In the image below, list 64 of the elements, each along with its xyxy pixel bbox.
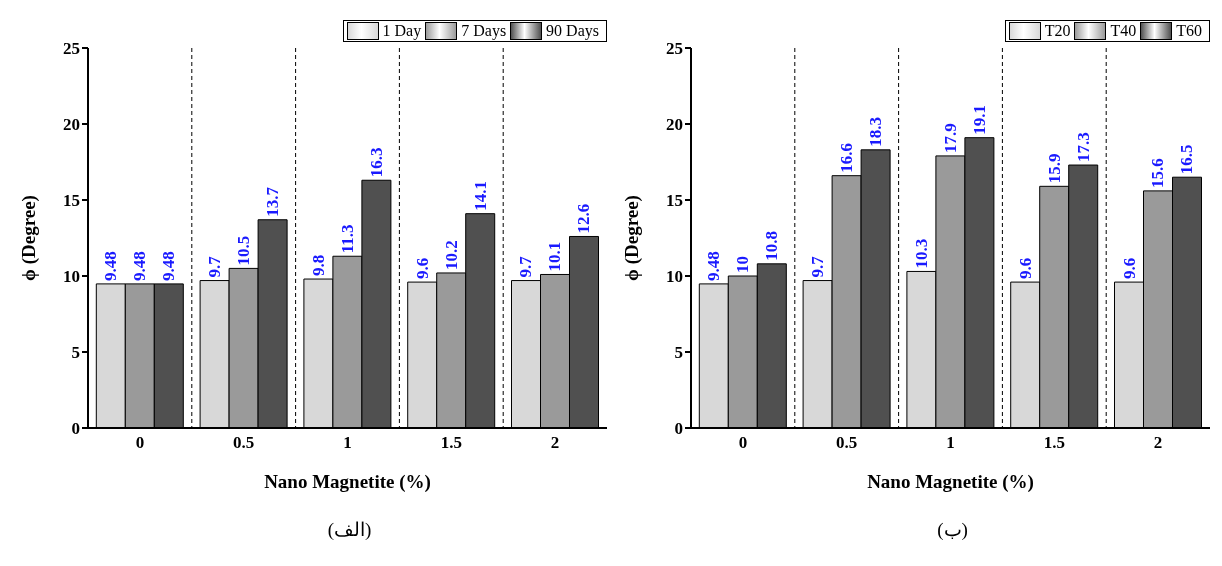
data-label: 9.7 — [516, 255, 536, 278]
data-label: 9.6 — [1119, 257, 1139, 280]
x-tick-label: 2 — [1153, 433, 1163, 453]
data-label: 14.1 — [470, 180, 490, 211]
x-axis-title: Nano Magnetite (%) — [867, 471, 1034, 493]
y-tick-label: 10 — [666, 267, 683, 287]
data-label: 17.3 — [1073, 132, 1093, 163]
y-tick-label: 25 — [666, 39, 683, 59]
y-tick-label: 0 — [71, 419, 80, 439]
data-label: 10.8 — [762, 231, 782, 261]
legend-label: T20 — [1044, 22, 1071, 40]
data-label: 18.3 — [866, 117, 886, 147]
data-label: 9.7 — [808, 255, 828, 278]
y-tick-label: 0 — [674, 419, 683, 439]
data-label: 10 — [733, 256, 753, 273]
y-tick-label: 15 — [63, 191, 80, 211]
y-axis-title: ϕ (Degree) — [620, 195, 643, 281]
data-label: 16.6 — [837, 142, 857, 173]
x-tick-label: 0.5 — [836, 433, 858, 453]
y-tick-label: 20 — [666, 115, 683, 135]
data-label: 9.7 — [205, 255, 225, 278]
y-tick-label: 15 — [666, 191, 683, 211]
data-label: 9.8 — [308, 254, 328, 277]
data-label: 15.9 — [1044, 153, 1064, 184]
y-tick-label: 5 — [71, 343, 80, 363]
text: (ب) — [936, 518, 969, 541]
data-label: 9.6 — [1015, 257, 1035, 280]
legend-label: 1 Day — [382, 22, 422, 40]
x-tick-label: 1.5 — [440, 433, 462, 453]
x-tick-label: 0.5 — [233, 433, 255, 453]
data-label: 12.6 — [574, 203, 594, 234]
x-tick-label: 1 — [343, 433, 352, 453]
data-label: 16.3 — [366, 147, 386, 178]
data-label: 9.6 — [412, 257, 432, 280]
data-label: 13.7 — [263, 186, 283, 217]
data-label: 9.48 — [704, 251, 724, 281]
y-tick-label: 20 — [63, 115, 80, 135]
y-axis-title: ϕ (Degree) — [17, 195, 40, 281]
data-label: 9.48 — [130, 251, 150, 281]
x-tick-label: 1 — [946, 433, 955, 453]
legend-label: T40 — [1110, 22, 1137, 40]
data-label: 16.5 — [1177, 144, 1197, 175]
legend-label: 7 Days — [461, 22, 507, 40]
data-label: 10.1 — [545, 241, 565, 272]
data-label: 11.3 — [337, 224, 357, 254]
data-label: 19.1 — [969, 104, 989, 135]
data-label: 15.6 — [1148, 158, 1168, 188]
data-label: 17.9 — [940, 123, 960, 153]
data-label: 9.48 — [101, 251, 121, 281]
y-tick-label: 10 — [63, 267, 80, 287]
data-label: 10.3 — [911, 238, 931, 269]
x-tick-label: 2 — [550, 433, 560, 453]
x-tick-label: 0 — [135, 433, 145, 453]
data-label: 10.2 — [441, 240, 461, 270]
x-tick-label: 1.5 — [1043, 433, 1065, 453]
legend-label: 90 Days — [546, 22, 599, 40]
legend-label: T60 — [1176, 22, 1202, 40]
y-tick-label: 25 — [63, 39, 80, 59]
y-tick-label: 5 — [674, 343, 683, 363]
data-label: 9.48 — [159, 251, 179, 281]
x-tick-label: 0 — [738, 433, 748, 453]
x-axis-title: Nano Magnetite (%) — [264, 471, 431, 493]
data-label: 10.5 — [234, 235, 254, 266]
text: (الف) — [326, 518, 373, 541]
